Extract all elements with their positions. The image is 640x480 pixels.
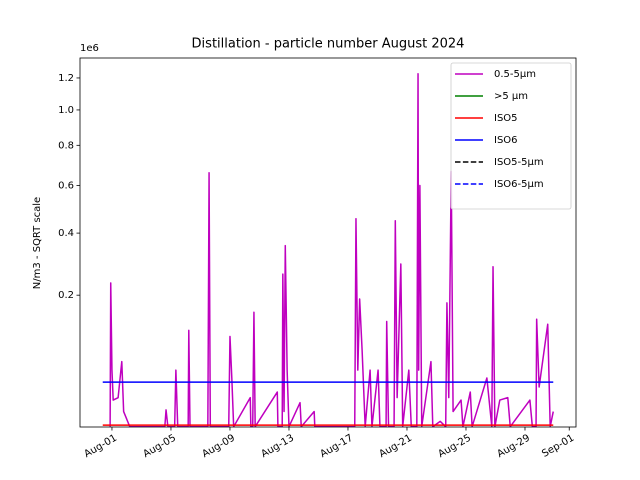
legend-label: >5 µm bbox=[494, 91, 528, 102]
x-tick-label: Aug-21 bbox=[377, 433, 414, 460]
x-tick-label: Aug-13 bbox=[259, 433, 296, 460]
x-tick-label: Aug-29 bbox=[495, 433, 532, 460]
legend-label: ISO6-5µm bbox=[494, 179, 544, 190]
legend-label: ISO5-5µm bbox=[494, 157, 544, 168]
x-tick-label: Aug-17 bbox=[318, 433, 355, 460]
y-tick-label: 0.8 bbox=[58, 140, 74, 151]
y-tick-label: 0.4 bbox=[58, 228, 74, 239]
y-tick-label: 1.0 bbox=[58, 105, 74, 116]
legend-label: 0.5-5µm bbox=[494, 69, 536, 80]
y-offset-label: 1e6 bbox=[80, 43, 99, 54]
legend-box bbox=[450, 62, 572, 210]
y-tick-label: 0.6 bbox=[58, 180, 74, 191]
x-tick-label: Aug-05 bbox=[141, 433, 178, 460]
y-tick-label: 0.2 bbox=[58, 290, 74, 301]
chart-title: Distillation - particle number August 20… bbox=[192, 37, 465, 52]
y-tick-label: 1.2 bbox=[58, 73, 74, 84]
x-tick-label: Aug-09 bbox=[200, 433, 237, 460]
plot-frame bbox=[79, 57, 577, 428]
x-tick-label: Aug-01 bbox=[82, 433, 119, 460]
x-tick-label: Aug-25 bbox=[436, 433, 473, 460]
y-axis-label: N/m3 - SQRT scale bbox=[32, 197, 43, 289]
legend-label: ISO5 bbox=[494, 113, 518, 124]
legend-label: ISO6 bbox=[494, 135, 518, 146]
x-tick-label: Sep-01 bbox=[540, 433, 576, 460]
